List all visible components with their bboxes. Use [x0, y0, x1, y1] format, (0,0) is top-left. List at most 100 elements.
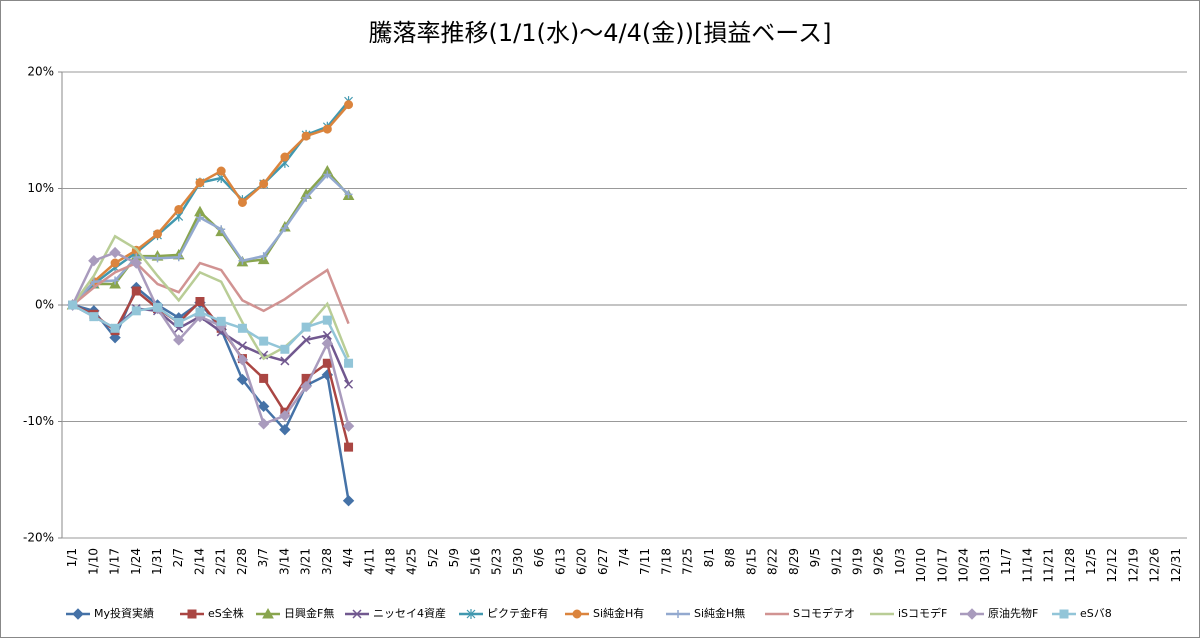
point — [173, 334, 185, 346]
legend-marker — [674, 610, 682, 618]
x-tick-label: 10/24 — [957, 548, 971, 583]
point — [259, 373, 269, 383]
x-tick-label: 12/31 — [1169, 548, 1183, 583]
point — [322, 358, 332, 368]
point — [195, 178, 205, 188]
x-tick-label: 5/2 — [426, 548, 440, 567]
x-tick-label: 8/1 — [702, 548, 716, 567]
series-line — [71, 169, 350, 306]
legend-marker — [352, 609, 362, 619]
legend-marker — [187, 609, 197, 619]
point — [174, 317, 184, 327]
point — [301, 322, 311, 332]
point — [342, 495, 355, 507]
point — [300, 380, 312, 393]
point — [344, 190, 353, 199]
x-tick-label: 10/17 — [935, 548, 949, 583]
x-tick-label: 12/26 — [1148, 548, 1162, 583]
x-tick-label: 7/18 — [659, 548, 673, 575]
point — [280, 356, 290, 366]
x-tick-label: 10/10 — [914, 548, 928, 583]
legend-label: Sコモデテオ — [793, 606, 855, 620]
x-tick-label: 5/16 — [468, 548, 482, 575]
legend-label: My投資実績 — [94, 606, 154, 620]
point — [237, 197, 247, 207]
point — [323, 170, 332, 179]
x-tick-label: 6/13 — [553, 548, 567, 575]
x-tick-label: 1/17 — [108, 548, 122, 575]
point — [279, 409, 291, 422]
x-tick-label: 2/28 — [235, 548, 249, 575]
x-tick-label: 8/15 — [744, 548, 758, 575]
x-tick-label: 4/4 — [341, 548, 355, 567]
x-tick-label: 3/21 — [299, 548, 313, 575]
x-tick-label: 6/27 — [596, 548, 610, 575]
point — [321, 337, 334, 350]
legend-marker — [466, 609, 476, 619]
x-tick-label: 4/11 — [362, 548, 376, 575]
x-tick-label: 3/7 — [256, 548, 270, 567]
point — [301, 131, 311, 141]
point — [195, 307, 205, 317]
point — [259, 252, 268, 261]
legend-marker — [262, 607, 274, 619]
y-tick-label: -20% — [23, 531, 54, 545]
y-tick-label: -10% — [23, 414, 54, 428]
x-tick-label: 4/18 — [384, 548, 398, 575]
point — [110, 258, 120, 268]
point — [257, 400, 270, 413]
legend-label: eSバ8 — [1080, 607, 1112, 620]
legend-label: 日興金F無 — [284, 606, 334, 620]
point — [259, 179, 269, 189]
x-tick-label: 8/22 — [766, 548, 780, 575]
x-tick-label: 8/8 — [723, 548, 737, 567]
point — [344, 379, 354, 389]
legend-label: iSコモデF — [898, 606, 947, 620]
point — [89, 277, 98, 286]
x-tick-label: 11/21 — [1042, 548, 1056, 583]
point — [89, 312, 99, 322]
legend-label: ニッセイ4資産 — [373, 607, 446, 620]
point — [110, 323, 120, 333]
x-tick-label: 10/31 — [978, 548, 992, 583]
x-tick-label: 12/5 — [1084, 548, 1098, 575]
x-tick-label: 5/30 — [511, 548, 525, 575]
x-tick-label: 2/21 — [214, 548, 228, 575]
point — [280, 224, 289, 233]
legend-marker — [966, 608, 978, 620]
y-tick-label: 10% — [27, 181, 54, 195]
legend-marker — [1059, 609, 1069, 619]
x-tick-label: 7/11 — [638, 548, 652, 575]
x-tick-label: 5/23 — [490, 548, 504, 575]
legend-label: 原油先物F — [988, 606, 1038, 620]
point — [88, 255, 100, 267]
x-tick-label: 1/24 — [129, 548, 143, 575]
point — [153, 254, 162, 263]
point — [131, 306, 141, 316]
point — [279, 423, 291, 436]
x-tick-label: 7/4 — [617, 548, 631, 567]
x-tick-label: 9/5 — [808, 548, 822, 567]
series-line — [71, 261, 350, 325]
y-tick-label: 0% — [35, 298, 54, 312]
point — [195, 213, 204, 222]
point — [153, 229, 163, 239]
x-tick-label: 8/29 — [787, 548, 801, 575]
point — [216, 316, 226, 326]
legend-label: Si純金H有 — [593, 606, 644, 620]
point — [344, 358, 354, 368]
point — [174, 204, 184, 214]
legend-marker — [572, 609, 582, 619]
legend-label: eS全株 — [208, 606, 244, 620]
point — [68, 300, 78, 310]
y-tick-label: 20% — [27, 65, 54, 79]
x-tick-label: 4/25 — [405, 548, 419, 575]
point — [237, 323, 247, 333]
x-tick-label: 2/14 — [192, 548, 206, 575]
point — [322, 315, 332, 325]
x-tick-label: 3/28 — [320, 548, 334, 575]
x-tick-label: 1/10 — [86, 548, 100, 575]
x-tick-label: 12/12 — [1105, 548, 1119, 583]
point — [195, 297, 205, 307]
